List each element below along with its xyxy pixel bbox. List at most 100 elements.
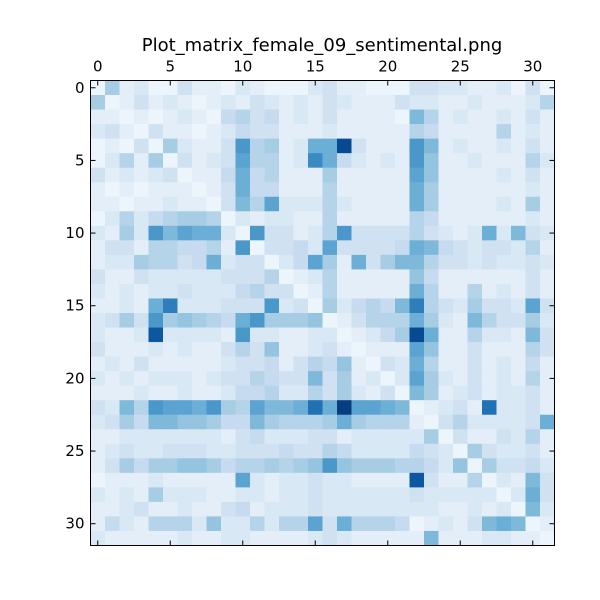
heatmap-cell: [467, 95, 483, 110]
heatmap-cell: [351, 356, 367, 372]
heatmap-cell: [395, 80, 410, 96]
heatmap-cell: [119, 501, 135, 517]
heatmap-cell: [337, 327, 352, 343]
heatmap-cell: [206, 196, 222, 212]
heatmap-cell: [177, 95, 193, 110]
heatmap-cell: [496, 196, 512, 212]
heatmap-cell: [134, 414, 149, 430]
heatmap-cell: [250, 254, 265, 270]
heatmap-cell: [264, 167, 280, 183]
heatmap-cell: [337, 124, 352, 140]
heatmap-cell: [192, 196, 207, 212]
heatmap-cell: [496, 429, 512, 445]
heatmap-cell: [192, 327, 207, 343]
heatmap-cell: [511, 80, 526, 96]
heatmap-cell: [177, 400, 193, 416]
heatmap-cell: [221, 313, 236, 328]
heatmap-cell: [90, 269, 106, 285]
heatmap-cell: [221, 95, 236, 110]
heatmap-cell: [366, 182, 381, 198]
heatmap-cell: [206, 225, 222, 241]
heatmap-cell: [119, 240, 135, 256]
heatmap-cell: [322, 109, 338, 125]
heatmap-cell: [308, 313, 323, 328]
heatmap-cell: [322, 80, 338, 96]
heatmap-cell: [250, 371, 265, 387]
heatmap-cell: [525, 385, 541, 401]
heatmap-cell: [90, 472, 106, 488]
heatmap-cell: [438, 182, 454, 198]
heatmap-cell: [467, 530, 483, 546]
heatmap-cell: [264, 254, 280, 270]
heatmap-cell: [264, 182, 280, 198]
heatmap-cell: [264, 327, 280, 343]
heatmap-cell: [395, 95, 410, 110]
heatmap-cell: [119, 138, 135, 154]
heatmap-cell: [322, 472, 338, 488]
heatmap-cell: [380, 283, 396, 299]
heatmap-cell: [525, 211, 541, 227]
heatmap-cell: [308, 356, 323, 372]
heatmap-cell: [424, 211, 439, 227]
heatmap-cell: [540, 516, 555, 532]
heatmap-cell: [424, 138, 439, 154]
heatmap-cell: [221, 254, 236, 270]
heatmap-cell: [467, 138, 483, 154]
heatmap-cell: [279, 530, 294, 546]
heatmap-cell: [525, 225, 541, 241]
heatmap-cell: [134, 95, 149, 110]
heatmap-cell: [467, 501, 483, 517]
heatmap-cell: [438, 414, 454, 430]
heatmap-cell: [192, 487, 207, 503]
heatmap-cell: [105, 240, 120, 256]
heatmap-cell: [148, 356, 164, 372]
heatmap-cell: [293, 196, 309, 212]
heatmap-cell: [221, 182, 236, 198]
heatmap-cell: [264, 443, 280, 459]
heatmap-cell: [467, 313, 483, 328]
heatmap-cell: [105, 225, 120, 241]
heatmap-cell: [148, 254, 164, 270]
heatmap-cell: [293, 269, 309, 285]
heatmap-cell: [395, 269, 410, 285]
heatmap-cell: [409, 429, 425, 445]
heatmap-cell: [540, 254, 555, 270]
heatmap-cell: [264, 95, 280, 110]
heatmap-cell: [540, 167, 555, 183]
heatmap-cell: [540, 472, 555, 488]
heatmap-cell: [177, 138, 193, 154]
heatmap-cell: [366, 225, 381, 241]
heatmap-cell: [380, 429, 396, 445]
heatmap-cell: [250, 240, 265, 256]
heatmap-cell: [105, 153, 120, 169]
heatmap-cell: [177, 211, 193, 227]
heatmap-cell: [279, 487, 294, 503]
heatmap-cell: [264, 80, 280, 96]
heatmap-cell: [351, 225, 367, 241]
heatmap-cell: [119, 283, 135, 299]
heatmap-cell: [221, 298, 236, 314]
heatmap-cell: [496, 138, 512, 154]
heatmap-cell: [482, 254, 497, 270]
heatmap-cell: [322, 371, 338, 387]
heatmap-cell: [119, 80, 135, 96]
heatmap-cell: [395, 109, 410, 125]
heatmap-cell: [496, 385, 512, 401]
heatmap-cell: [163, 196, 178, 212]
heatmap-cell: [467, 225, 483, 241]
heatmap-cell: [453, 458, 468, 474]
heatmap-cell: [279, 472, 294, 488]
heatmap-cell: [235, 269, 251, 285]
heatmap-cell: [192, 530, 207, 546]
heatmap-cell: [424, 385, 439, 401]
y-tick-label: 5: [75, 151, 85, 169]
heatmap-cell: [177, 298, 193, 314]
heatmap-cell: [264, 269, 280, 285]
heatmap-cell: [380, 414, 396, 430]
heatmap-cell: [148, 153, 164, 169]
heatmap-cell: [192, 472, 207, 488]
heatmap-cell: [235, 138, 251, 154]
heatmap-cell: [293, 283, 309, 299]
heatmap-cell: [90, 501, 106, 517]
heatmap-cell: [293, 313, 309, 328]
